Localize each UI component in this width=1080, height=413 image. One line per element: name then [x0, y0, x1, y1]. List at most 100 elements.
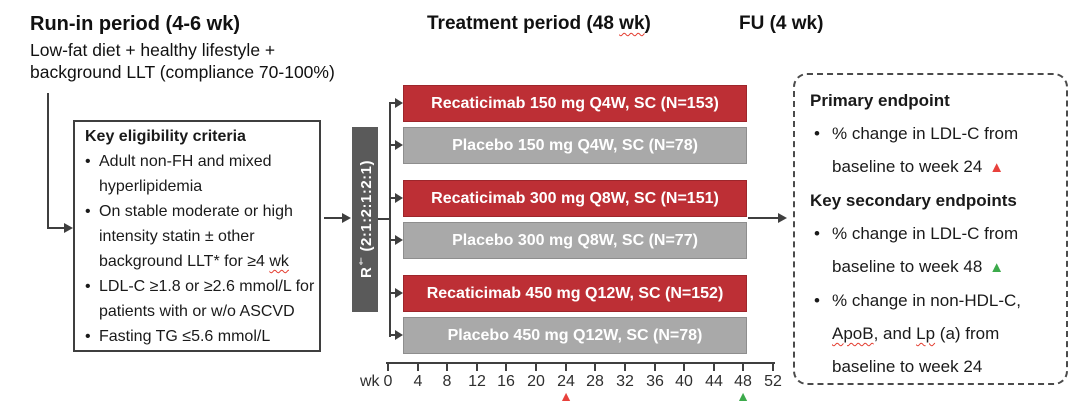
eligibility-bullet-3-line-2: patients with or w/o ASCVD — [99, 303, 295, 320]
branch-arrowhead-icon — [395, 235, 403, 245]
week-axis: wk 0 4 8 12 16 20 24 28 32 36 40 44 48 5… — [360, 362, 782, 412]
arm-label: Recaticimab 150 mg Q4W, SC (N=153) — [431, 94, 719, 112]
branch-trunk-line — [389, 102, 391, 337]
elbow-connector-horizontal-line — [47, 227, 64, 229]
eligibility-text: Adult non-FH and mixed — [99, 153, 272, 170]
runin-subtitle-line2: background LLT (compliance 70-100%) — [30, 62, 335, 82]
branch-arrowhead-icon — [395, 330, 403, 340]
arm-bar-recaticimab-150: Recaticimab 150 mg Q4W, SC (N=153) — [403, 85, 747, 122]
treatment-period-title: Treatment period (48 wk) — [427, 13, 651, 35]
arm-bar-recaticimab-450: Recaticimab 450 mg Q12W, SC (N=152) — [403, 275, 747, 312]
runin-period-title: Run-in period (4-6 wk) — [30, 13, 240, 35]
bullet-icon: • — [85, 278, 91, 295]
red-triangle-icon: ▲ — [989, 159, 1005, 176]
endpoint-text: baseline to week 48 — [832, 257, 983, 276]
arm-label: Placebo 150 mg Q4W, SC (N=78) — [452, 136, 698, 154]
eligibility-text: Fasting TG ≤5.6 mmol/L — [99, 328, 271, 345]
eligibility-criteria-box: Key eligibility criteria • Adult non-FH a… — [73, 120, 321, 352]
eligibility-bullet-2-line-1: • On stable moderate or high — [85, 199, 319, 224]
branch-line-arm-4 — [389, 239, 396, 241]
arm-label: Recaticimab 300 mg Q8W, SC (N=151) — [431, 189, 719, 207]
secondary-endpoint-1-line-2: baseline to week 48 ▲ — [832, 250, 1066, 284]
axis-tick — [772, 362, 774, 371]
axis-tick-label: 40 — [675, 373, 693, 390]
arm-label: Placebo 300 mg Q8W, SC (N=77) — [452, 231, 698, 249]
arm-bar-placebo-450: Placebo 450 mg Q12W, SC (N=78) — [403, 317, 747, 354]
week-axis-unit-label: wk — [360, 373, 380, 390]
axis-tick-label: 44 — [705, 373, 723, 390]
elbow-connector-vertical-line — [47, 93, 49, 229]
eligibility-bullet-4: • Fasting TG ≤5.6 mmol/L — [85, 324, 319, 349]
axis-tick-label: 4 — [413, 373, 423, 390]
axis-tick-label: 36 — [646, 373, 664, 390]
axis-tick — [683, 362, 685, 371]
runin-subtitle-line1: Low-fat diet + healthy lifestyle + — [30, 40, 276, 60]
eligibility-text-wk: wk — [269, 253, 289, 270]
axis-tick — [505, 362, 507, 371]
dagger-icon: † — [355, 256, 366, 268]
secondary-endpoints-title: Key secondary endpoints — [810, 191, 1017, 210]
randomization-label: R† (2:1:2:1:2:1) — [356, 160, 375, 278]
branch-line-arm-1 — [389, 102, 396, 104]
arms-to-endpoints-line — [748, 217, 778, 219]
axis-tick-label: 32 — [616, 373, 634, 390]
randomization-trunk-connector-line — [378, 218, 390, 220]
axis-tick — [624, 362, 626, 371]
endpoint-text: % change in LDL-C from — [832, 124, 1019, 143]
eligibility-bullet-2-line-2: intensity statin ± other — [99, 228, 255, 245]
eligibility-bullet-1-line-2: hyperlipidemia — [99, 178, 203, 195]
week-axis-line — [386, 362, 775, 364]
eligibility-to-randomization-line — [324, 217, 342, 219]
bullet-icon: • — [85, 153, 91, 170]
axis-tick-label: 48 — [734, 373, 752, 390]
axis-tick-label: 16 — [497, 373, 515, 390]
endpoint-text: % change in non-HDL-C, — [832, 291, 1021, 310]
bullet-icon: • — [85, 328, 91, 345]
randomization-r: R — [357, 267, 375, 279]
axis-tick — [387, 362, 389, 371]
axis-tick — [417, 362, 419, 371]
bullet-icon: • — [814, 124, 820, 143]
branch-line-arm-5 — [389, 292, 396, 294]
secondary-endpoint-2-line-1: • % change in non-HDL-C, — [814, 284, 1066, 317]
primary-endpoint-line-1: • % change in LDL-C from — [814, 117, 1066, 150]
elbow-arrowhead-icon — [64, 223, 73, 233]
bullet-icon: • — [814, 224, 820, 243]
arm-bar-recaticimab-300: Recaticimab 300 mg Q8W, SC (N=151) — [403, 180, 747, 217]
endpoints-box: Primary endpoint • % change in LDL-C from… — [793, 73, 1068, 385]
eligibility-text: On stable moderate or high — [99, 203, 293, 220]
axis-tick-label: 28 — [586, 373, 604, 390]
secondary-endpoint-2-line-2: ApoB, and Lp (a) from — [832, 317, 1066, 350]
arms-to-endpoints-arrowhead-icon — [778, 213, 787, 223]
arm-label: Placebo 450 mg Q12W, SC (N=78) — [447, 326, 703, 344]
arm-bar-placebo-150: Placebo 150 mg Q4W, SC (N=78) — [403, 127, 747, 164]
axis-tick — [535, 362, 537, 371]
endpoint-text: , and — [873, 324, 917, 343]
axis-tick — [446, 362, 448, 371]
branch-line-arm-2 — [389, 144, 396, 146]
endpoint-text: (a) from — [935, 324, 1000, 343]
endpoint-text: % change in LDL-C from — [832, 224, 1019, 243]
green-triangle-icon: ▲ — [989, 259, 1005, 276]
branch-arrowhead-icon — [395, 193, 403, 203]
eligibility-title: Key eligibility criteria — [85, 128, 246, 145]
endpoint-text-apob: ApoB — [832, 324, 874, 343]
week24-marker-triangle-icon: ▲ — [559, 388, 573, 404]
axis-tick-label: 8 — [442, 373, 452, 390]
eligibility-to-randomization-arrowhead-icon — [342, 213, 351, 223]
axis-tick — [742, 362, 744, 371]
arm-label: Recaticimab 450 mg Q12W, SC (N=152) — [426, 284, 724, 302]
branch-arrowhead-icon — [395, 98, 403, 108]
bullet-icon: • — [85, 203, 91, 220]
axis-tick — [594, 362, 596, 371]
secondary-endpoint-2-line-3: baseline to week 24 — [832, 357, 983, 376]
secondary-endpoint-1-line-1: • % change in LDL-C from — [814, 217, 1066, 250]
axis-tick-label: 20 — [527, 373, 545, 390]
branch-arrowhead-icon — [395, 140, 403, 150]
treatment-title-text: Treatment period (48 — [427, 13, 620, 34]
eligibility-bullet-2-line-3: background LLT* for ≥4 wk — [85, 249, 319, 274]
followup-period-title: FU (4 wk) — [739, 13, 824, 34]
primary-endpoint-title: Primary endpoint — [810, 91, 950, 110]
endpoint-text: baseline to week 24 — [832, 157, 983, 176]
eligibility-text: background LLT* for ≥4 — [99, 253, 270, 270]
